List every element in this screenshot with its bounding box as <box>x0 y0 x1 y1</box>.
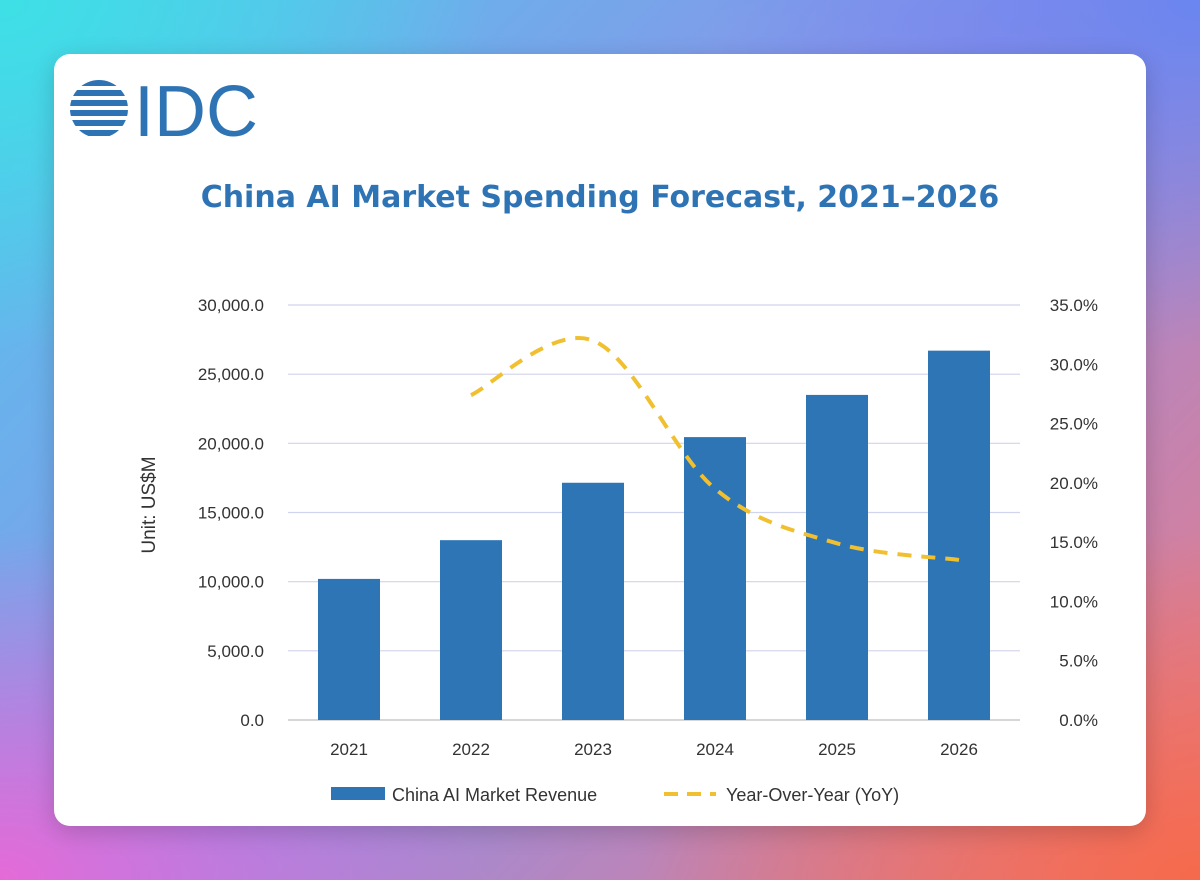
yoy-series <box>470 336 960 562</box>
legend-swatch-revenue <box>331 787 385 800</box>
bar <box>806 394 868 720</box>
y2-tick-label: 10.0% <box>1050 592 1098 611</box>
x-tick-label: 2023 <box>574 740 612 759</box>
y2-tick-label: 15.0% <box>1050 533 1098 552</box>
y-tick-label: 5,000.0 <box>207 642 264 661</box>
y-tick-label: 0.0 <box>240 711 264 730</box>
y-tick-label: 20,000.0 <box>198 434 264 453</box>
x-axis: 2021 2022 2023 2024 2025 2026 <box>330 740 978 759</box>
x-tick-label: 2024 <box>696 740 734 759</box>
bar-series <box>318 350 990 720</box>
y-tick-label: 25,000.0 <box>198 365 264 384</box>
bar <box>318 578 380 720</box>
legend-label-yoy: Year-Over-Year (YoY) <box>726 785 899 805</box>
y2-tick-label: 25.0% <box>1050 415 1098 434</box>
bar <box>562 482 624 720</box>
y-tick-label: 10,000.0 <box>198 573 264 592</box>
y2-tick-label: 20.0% <box>1050 474 1098 493</box>
idc-logo-text: IDC <box>134 76 258 142</box>
bar <box>928 350 990 720</box>
y-axis-label: Unit: US$M <box>139 456 160 553</box>
y-axis-left: 0.0 5,000.0 10,000.0 15,000.0 20,000.0 25,000… <box>198 296 264 730</box>
legend: China AI Market Revenue Year-Over-Year (… <box>331 785 899 805</box>
y2-tick-label: 30.0% <box>1050 355 1098 374</box>
x-tick-label: 2022 <box>452 740 490 759</box>
y2-tick-label: 35.0% <box>1050 296 1098 315</box>
bar <box>684 437 746 720</box>
y2-tick-label: 0.0% <box>1059 711 1098 730</box>
idc-logo: IDC <box>70 76 258 142</box>
x-tick-label: 2025 <box>818 740 856 759</box>
bar <box>440 540 502 720</box>
gridlines <box>288 304 1020 721</box>
x-tick-label: 2021 <box>330 740 368 759</box>
chart-title: China AI Market Spending Forecast, 2021–… <box>200 180 1000 215</box>
y-tick-label: 15,000.0 <box>198 504 264 523</box>
x-tick-label: 2026 <box>940 740 978 759</box>
globe-icon <box>70 80 128 136</box>
y-axis-right: 0.0% 5.0% 10.0% 15.0% 20.0% 25.0% 30.0% 35.0% <box>1050 296 1098 730</box>
y2-tick-label: 5.0% <box>1059 652 1098 671</box>
legend-label-revenue: China AI Market Revenue <box>392 785 597 805</box>
yoy-line <box>470 336 960 562</box>
y-tick-label: 30,000.0 <box>198 296 264 315</box>
